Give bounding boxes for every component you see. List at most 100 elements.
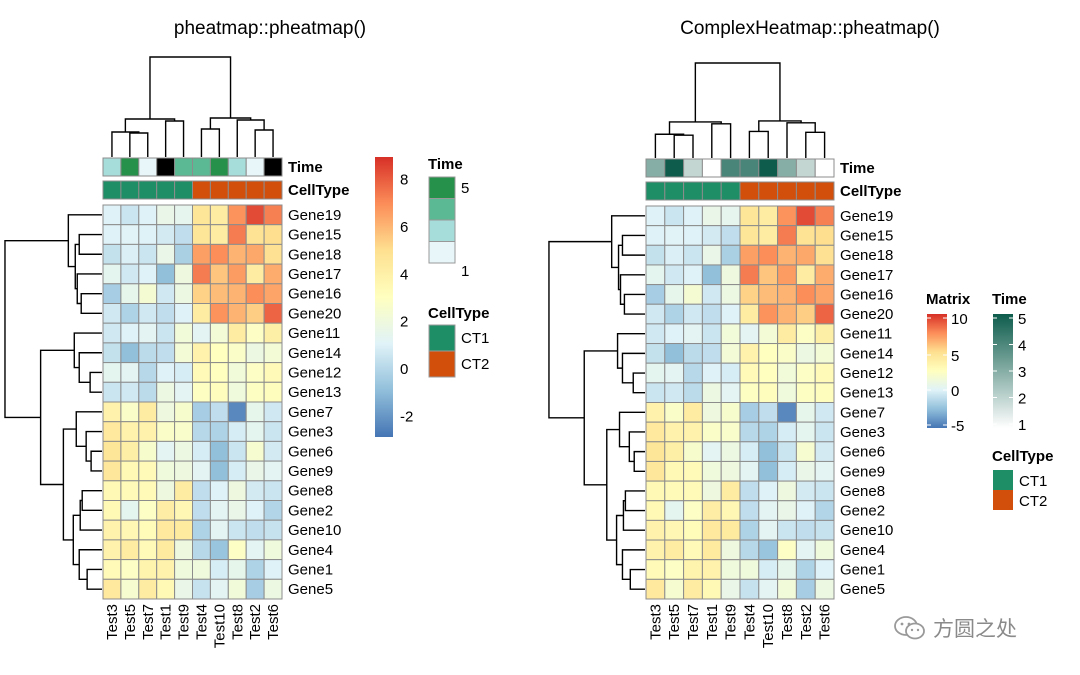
row-label: Gene7 <box>288 404 333 421</box>
heatmap-cell <box>645 402 666 423</box>
heatmap-cell <box>209 440 229 462</box>
title-right: ComplexHeatmap::pheatmap() <box>680 18 940 39</box>
heatmap-cell <box>795 362 816 384</box>
heatmap-cell <box>209 342 229 364</box>
row-label: Gene20 <box>840 306 893 323</box>
column-label: Test10 <box>211 604 228 648</box>
color-scale-tick: -2 <box>400 409 413 426</box>
heatmap-cell <box>245 243 265 265</box>
time-legend-title: Time <box>992 291 1027 308</box>
heatmap-cell <box>263 460 283 482</box>
heatmap-cell <box>664 205 685 227</box>
heatmap-cell <box>209 421 229 442</box>
time-annotation-label: Time <box>840 160 875 177</box>
time-legend-label: 1 <box>461 263 469 280</box>
heatmap-cell <box>263 539 283 561</box>
heatmap-cell <box>664 225 685 246</box>
time-legend-swatch <box>428 241 456 264</box>
time-legend-swatch <box>428 219 456 242</box>
row-label: Gene15 <box>840 227 893 244</box>
heatmap-cell <box>664 244 685 266</box>
heatmap-cell <box>795 500 816 521</box>
heatmap-cell <box>795 264 816 286</box>
heatmap-cell <box>138 539 158 561</box>
heatmap-cell <box>777 303 797 325</box>
heatmap-cell <box>227 559 247 580</box>
heatmap-cell <box>245 500 265 521</box>
time-annotation-cell <box>209 157 229 177</box>
heatmap-cell <box>777 343 797 364</box>
time-annotation-label: Time <box>288 159 323 176</box>
celltype-annotation-cell <box>102 180 122 200</box>
row-label: Gene1 <box>840 562 885 579</box>
celltype-legend-swatch <box>993 470 1013 490</box>
heatmap-cell <box>102 559 122 580</box>
heatmap-cell <box>245 263 265 285</box>
heatmap-cell <box>102 480 122 501</box>
column-dendrogram-branch <box>805 131 826 158</box>
heatmap-cell <box>174 362 194 383</box>
heatmap-cell <box>795 460 816 482</box>
heatmap-cell <box>174 283 194 304</box>
heatmap-cell <box>777 205 797 227</box>
time-annotation-cell <box>795 158 816 178</box>
celltype-legend-label: CT1 <box>1019 473 1047 490</box>
column-dendrogram-branch <box>200 128 221 157</box>
color-scale-tick: 8 <box>400 171 408 188</box>
heatmap-cell <box>814 460 835 482</box>
column-label: Test3 <box>647 604 664 640</box>
heatmap-cell <box>209 263 229 285</box>
heatmap-cell <box>777 539 797 561</box>
row-dendrogram-branch <box>86 568 102 590</box>
heatmap-cell <box>174 519 194 541</box>
heatmap-cell <box>174 500 194 521</box>
heatmap-cell <box>739 559 760 580</box>
heatmap-cell <box>645 539 666 561</box>
heatmap-cell <box>156 263 176 285</box>
heatmap-cell <box>120 500 140 521</box>
heatmap-cell <box>227 440 247 462</box>
heatmap-cell <box>814 559 835 580</box>
heatmap-cell <box>120 578 140 600</box>
matrix-legend-tick: 0 <box>951 383 959 400</box>
heatmap-cell <box>102 224 122 245</box>
heatmap-cell <box>174 559 194 580</box>
column-label: Test5 <box>666 604 683 640</box>
row-dendrogram-branch <box>90 450 102 472</box>
row-dendrogram-branch <box>85 430 102 462</box>
column-label: Test10 <box>760 604 777 648</box>
time-legend-tick: 3 <box>1018 364 1026 381</box>
heatmap-cell <box>192 519 211 541</box>
heatmap-cell <box>645 303 666 325</box>
celltype-annotation-cell <box>192 180 211 200</box>
celltype-annotation-cell <box>227 180 247 200</box>
heatmap-cell <box>156 322 176 344</box>
heatmap-cell <box>156 519 176 541</box>
row-label: Gene10 <box>840 522 893 539</box>
heatmap-cell <box>777 402 797 423</box>
heatmap-cell <box>263 283 283 304</box>
heatmap-cell <box>209 519 229 541</box>
heatmap-cell <box>120 460 140 482</box>
heatmap-cell <box>814 441 835 462</box>
row-label: Gene17 <box>288 266 341 283</box>
heatmap-cell <box>777 362 797 384</box>
heatmap-cell <box>795 225 816 246</box>
row-dendrogram-branch <box>79 499 102 531</box>
heatmap-cell <box>174 381 194 403</box>
heatmap-cell <box>645 284 666 305</box>
heatmap-cell <box>720 441 741 462</box>
heatmap-left: Time CellType Gene19 Gene15 Gene18 Gene17 Gene… <box>4 56 349 648</box>
row-dendrogram-branch <box>606 428 620 541</box>
celltype-annotation-cell <box>758 181 779 201</box>
heatmap-cell <box>138 303 158 324</box>
heatmap-cell <box>138 401 158 423</box>
heatmap-cell <box>227 224 247 245</box>
celltype-annotation-cell <box>664 181 685 201</box>
column-label: Test5 <box>122 604 139 640</box>
heatmap-cell <box>209 224 229 245</box>
heatmap-cell <box>758 382 779 404</box>
matrix-legend-tick: -5 <box>951 418 964 435</box>
time-color-bar <box>993 314 1013 428</box>
heatmap-cell <box>174 421 194 442</box>
